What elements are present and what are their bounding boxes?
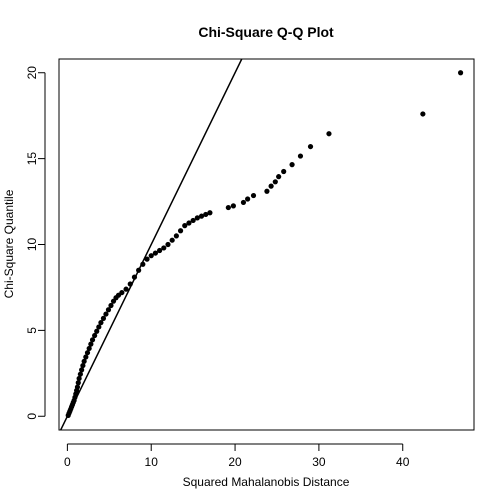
y-axis-title: Chi-Square Quantile [2, 189, 16, 298]
data-point [84, 350, 91, 356]
y-tick-label: 5 [25, 327, 39, 334]
data-point [148, 253, 154, 259]
x-tick-label: 0 [64, 455, 71, 469]
data-point [203, 211, 209, 218]
data-point [161, 245, 167, 251]
data-point [173, 233, 179, 239]
data-point [240, 199, 247, 206]
data-point [136, 267, 142, 273]
data-point [289, 162, 295, 168]
data-point [131, 274, 138, 280]
data-point [457, 70, 464, 76]
data-point [169, 237, 175, 243]
y-axis: 0 5 10 15 20 [25, 66, 46, 420]
reference-line [59, 59, 243, 430]
data-point [420, 111, 426, 117]
data-point [88, 341, 94, 347]
chart-title: Chi-Square Q-Q Plot [198, 24, 334, 40]
data-point [152, 250, 159, 256]
y-tick-label: 15 [25, 152, 39, 166]
data-point [281, 168, 287, 175]
data-point [92, 332, 98, 339]
data-point [165, 241, 171, 248]
data-point [276, 174, 282, 180]
x-axis-title: Squared Mahalanobis Distance [183, 475, 350, 489]
data-point [89, 337, 96, 343]
plot-content [59, 59, 464, 430]
data-point [98, 320, 104, 326]
data-point [119, 289, 125, 296]
y-tick-label: 10 [25, 238, 39, 252]
data-point [105, 307, 112, 313]
data-point [77, 371, 83, 377]
data-point [182, 223, 188, 229]
y-tick-label: 0 [25, 413, 39, 420]
data-point [186, 220, 192, 226]
data-point [225, 204, 231, 211]
data-point [80, 362, 86, 369]
data-point [177, 228, 184, 234]
x-tick-label: 10 [145, 455, 159, 469]
data-point [96, 324, 102, 330]
data-point [75, 380, 81, 386]
data-point [157, 247, 163, 254]
x-tick-label: 20 [228, 455, 242, 469]
data-point [83, 354, 89, 360]
data-point [76, 375, 82, 382]
data-point [140, 261, 146, 267]
data-point [190, 217, 196, 224]
data-point [86, 345, 92, 352]
data-point [127, 281, 133, 287]
data-point [194, 215, 200, 221]
x-axis: 0 10 20 30 40 [64, 443, 410, 469]
data-point [264, 188, 270, 194]
plot-area-frame [58, 58, 475, 431]
y-tick-label: 20 [25, 66, 39, 80]
data-point [326, 131, 332, 137]
data-point [79, 367, 85, 373]
data-point [207, 210, 213, 216]
data-point [198, 213, 205, 219]
data-point [103, 311, 109, 317]
data-point [144, 256, 150, 262]
data-point [123, 286, 129, 292]
data-point [272, 179, 278, 185]
data-point [74, 384, 81, 390]
data-point [250, 192, 257, 199]
data-point [94, 328, 100, 334]
x-tick-label: 30 [312, 455, 326, 469]
data-point [268, 183, 274, 189]
data-point [230, 203, 236, 209]
data-point [108, 302, 114, 309]
data-point [100, 315, 107, 321]
data-point [81, 358, 87, 364]
data-point [297, 153, 304, 159]
x-tick-label: 40 [396, 455, 410, 469]
data-point [245, 196, 251, 202]
data-point [307, 143, 314, 150]
